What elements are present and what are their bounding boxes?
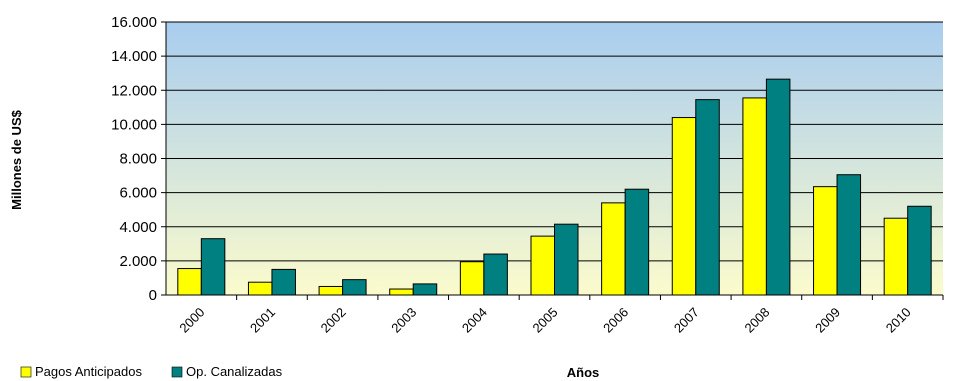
x-tick-label-2000: 2000: [176, 305, 207, 336]
x-tick-label-2010: 2010: [883, 305, 914, 336]
x-tick-label-2001: 2001: [247, 305, 278, 336]
y-tick-label: 4.000: [119, 219, 157, 236]
legend-label-op-canalizadas: Op. Canalizadas: [186, 364, 283, 379]
bar-op-canalizadas-2010: [907, 205, 932, 296]
x-tick-label-2005: 2005: [530, 305, 561, 336]
x-tick-label-2007: 2007: [671, 305, 702, 336]
bar-pagos-anticipados-2006: [601, 202, 626, 296]
y-tick-label: 6.000: [119, 185, 157, 202]
bar-op-canalizadas-2005: [554, 223, 579, 296]
x-axis-title: Años: [567, 365, 600, 380]
bar-pagos-anticipados-2002: [318, 285, 344, 296]
legend-item-pagos-anticipados: Pagos Anticipados: [20, 364, 142, 379]
x-tick-label-2003: 2003: [388, 305, 419, 336]
y-tick-label: 12.000: [111, 82, 157, 99]
bar-pagos-anticipados-2010: [883, 217, 909, 296]
bar-op-canalizadas-2002: [342, 279, 367, 296]
legend-swatch-op-canalizadas: [171, 366, 183, 378]
y-tick-label: 14.000: [111, 48, 157, 65]
y-tick-label: 8.000: [119, 151, 157, 168]
y-tick-label: 10.000: [111, 116, 157, 133]
y-axis-title: Millones de US$: [9, 109, 24, 209]
legend: Pagos Anticipados Op. Canalizadas: [20, 364, 283, 379]
y-axis-ticks: 0 2.000 4.000 6.000 8.000 10.000 12.000 14.000 1…: [111, 14, 166, 304]
bar-pagos-anticipados-2000: [177, 268, 202, 296]
bar-op-canalizadas-2003: [412, 283, 438, 296]
bar-pagos-anticipados-2007: [671, 117, 697, 296]
bar-pagos-anticipados-2005: [530, 235, 555, 296]
bar-op-canalizadas-2001: [271, 268, 296, 296]
x-tick-label-2008: 2008: [741, 305, 772, 336]
bar-pagos-anticipados-2008: [742, 97, 767, 296]
y-tick-label: 2.000: [119, 253, 157, 270]
bar-pagos-anticipados-2009: [813, 186, 838, 296]
bar-op-canalizadas-2009: [836, 174, 862, 296]
bar-op-canalizadas-2004: [483, 253, 508, 296]
x-tick-label-2004: 2004: [459, 305, 490, 336]
bar-pagos-anticipados-2003: [389, 288, 414, 296]
y-tick-label: 0: [149, 287, 157, 304]
bar-pagos-anticipados-2001: [247, 281, 273, 296]
x-tick-label-2006: 2006: [600, 305, 631, 336]
x-tick-label-2009: 2009: [812, 305, 843, 336]
bar-op-canalizadas-2008: [765, 78, 791, 296]
bar-pagos-anticipados-2004: [459, 261, 485, 296]
legend-item-op-canalizadas: Op. Canalizadas: [171, 364, 283, 379]
y-tick-label: 16.000: [111, 14, 157, 31]
x-axis-ticks: 2000 2001 2002 2003 2004 2005 2006 2007 2008 2009…: [176, 295, 944, 336]
x-tick-label-2002: 2002: [318, 305, 349, 336]
bar-op-canalizadas-2007: [695, 99, 720, 296]
legend-label-pagos-anticipados: Pagos Anticipados: [35, 364, 142, 379]
bar-op-canalizadas-2006: [624, 188, 650, 296]
bar-op-canalizadas-2000: [200, 238, 226, 296]
legend-swatch-pagos-anticipados: [20, 366, 32, 378]
